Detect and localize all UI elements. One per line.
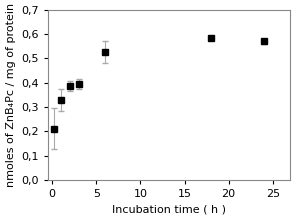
- Y-axis label: nmoles of ZnB₄Pc / mg of protein: nmoles of ZnB₄Pc / mg of protein: [6, 3, 16, 187]
- X-axis label: Incubation time ( h ): Incubation time ( h ): [112, 204, 226, 214]
